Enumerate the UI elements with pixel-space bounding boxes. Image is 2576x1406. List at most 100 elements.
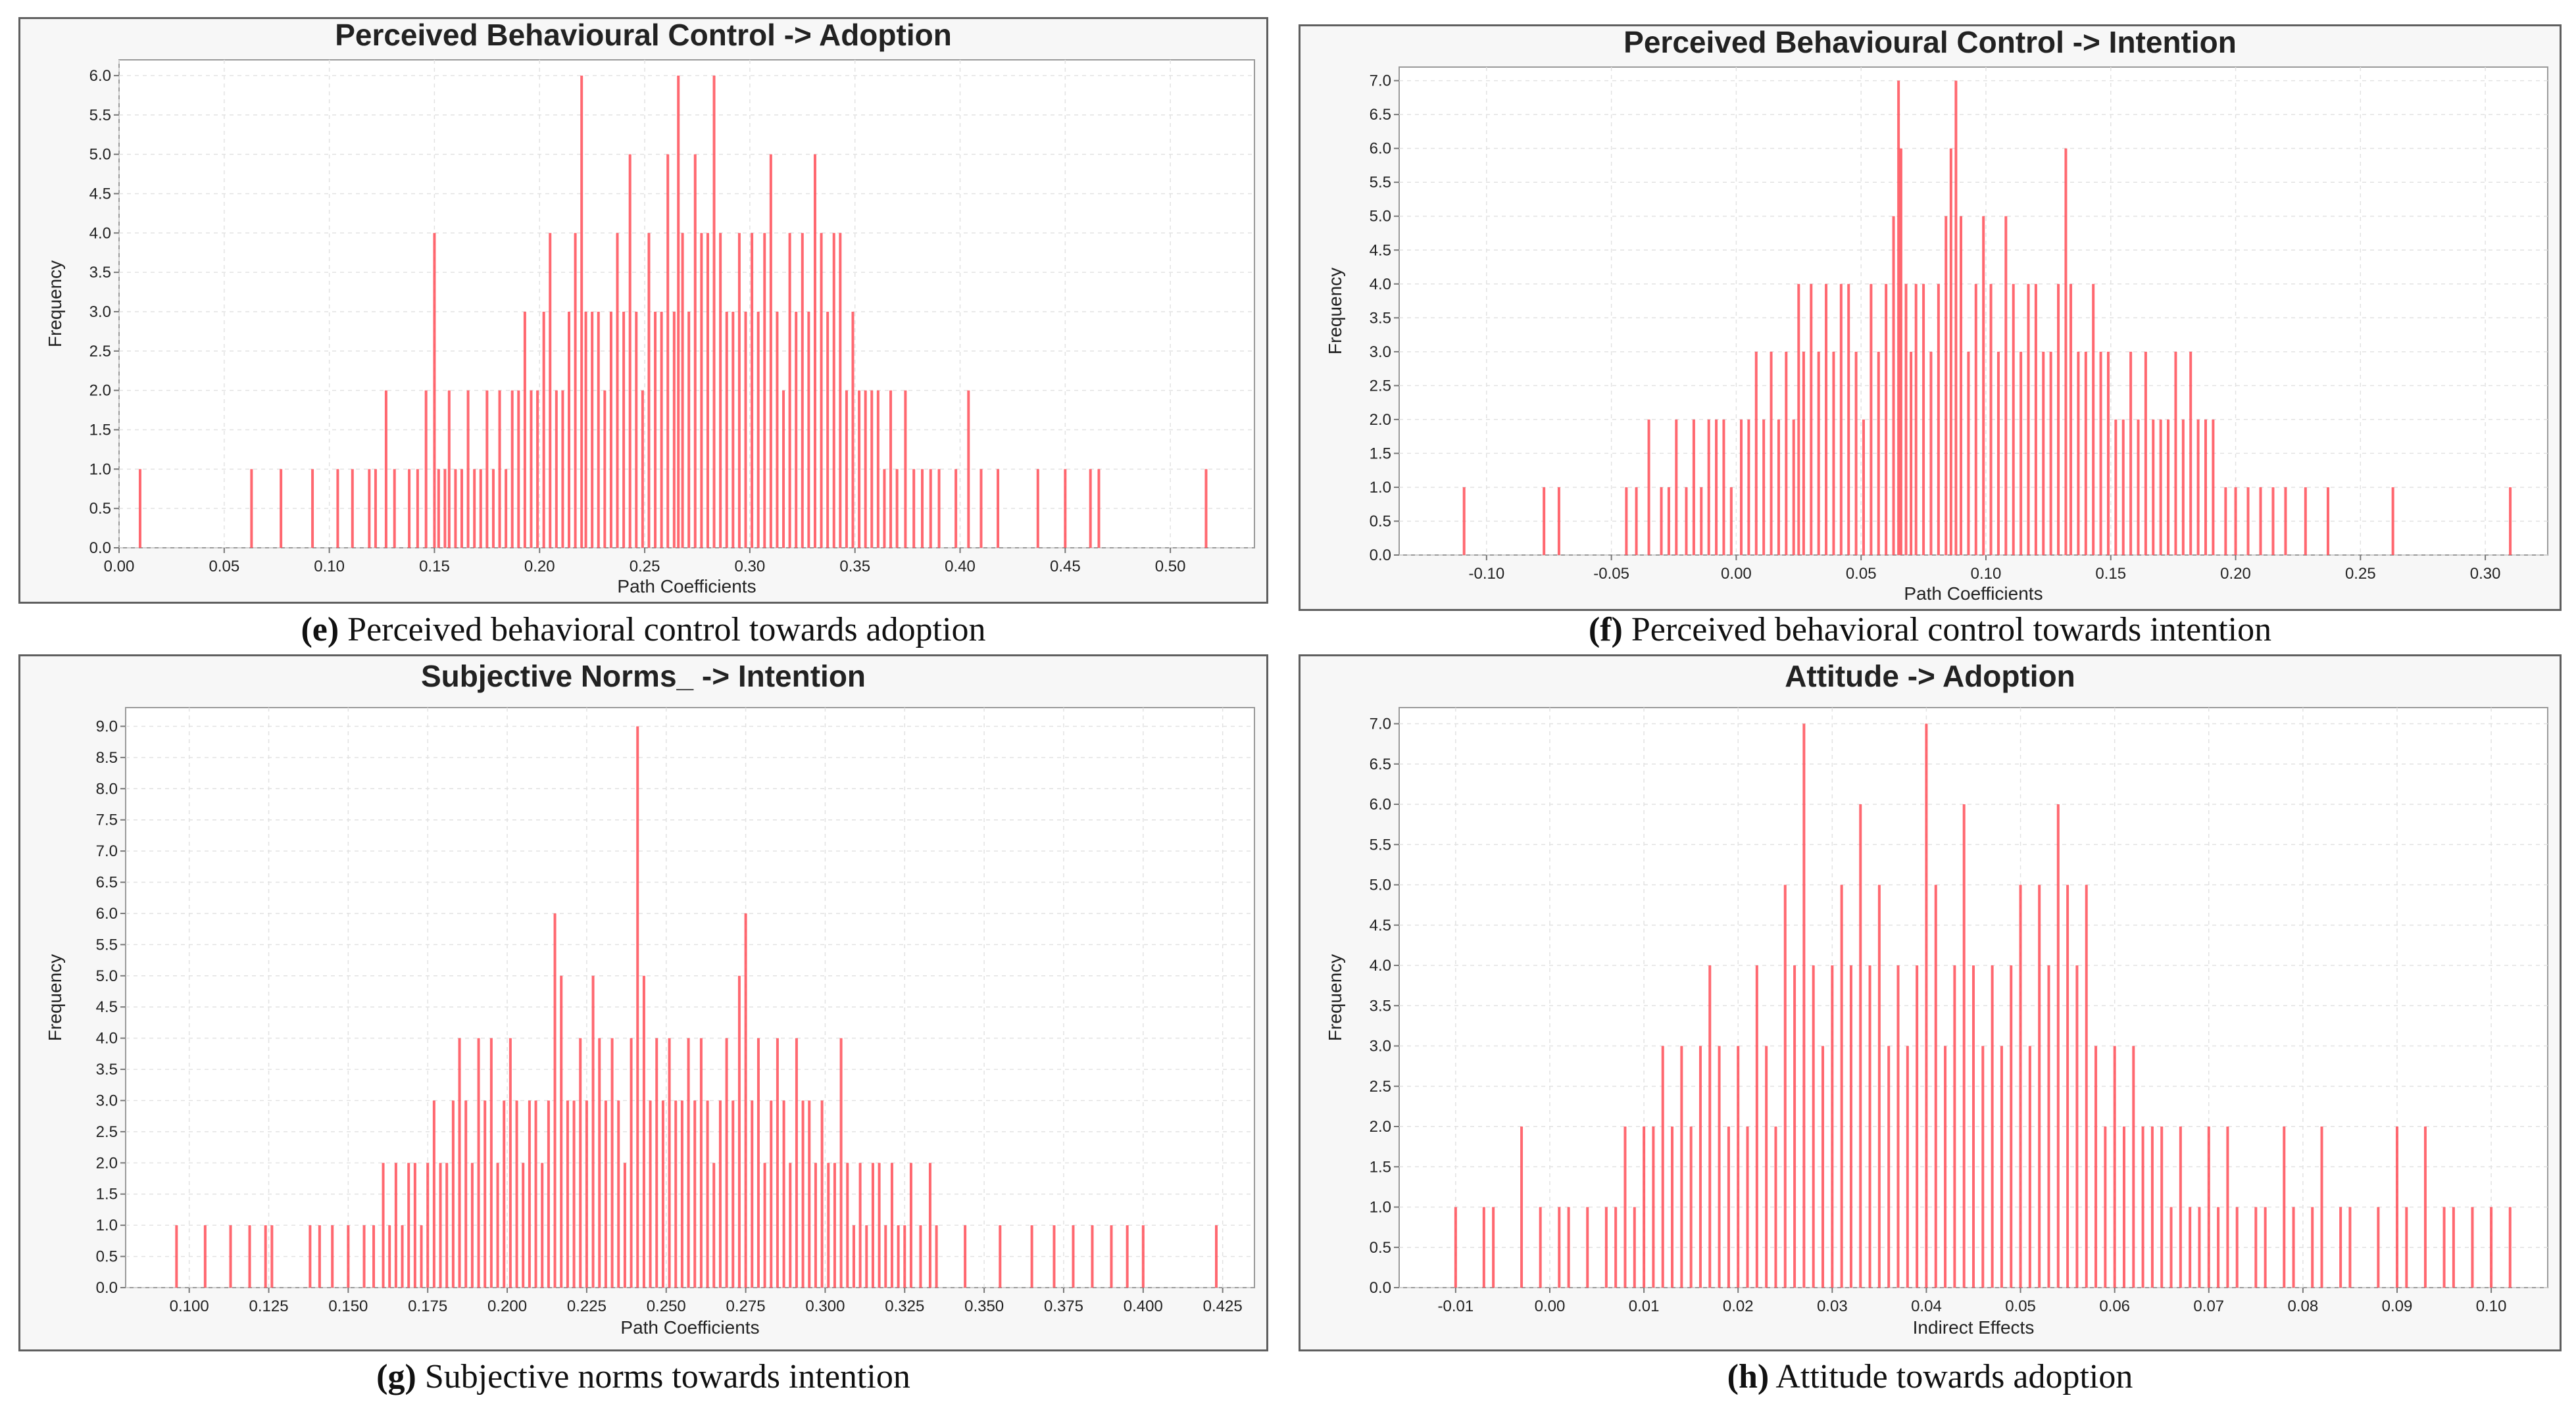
- histogram-bar: [1747, 419, 1750, 555]
- histogram-bar: [636, 726, 639, 1288]
- histogram-bar: [203, 1225, 207, 1288]
- histogram-bar: [668, 1038, 671, 1288]
- histogram-bar: [1053, 1225, 1056, 1288]
- x-tick-label: 0.425: [1203, 1297, 1243, 1315]
- histogram-bar: [706, 1100, 709, 1288]
- histogram-bar: [801, 1100, 805, 1288]
- histogram-bar: [2047, 965, 2050, 1288]
- histogram-bar: [1492, 1207, 1495, 1288]
- y-axis-label: Frequency: [1325, 954, 1345, 1041]
- x-tick-label: 0.275: [726, 1297, 766, 1315]
- histogram-bar: [1214, 1225, 1218, 1288]
- histogram-bar: [1896, 965, 1900, 1288]
- y-tick-label: 7.0: [1370, 715, 1391, 733]
- histogram-bar: [2224, 487, 2227, 555]
- histogram-bar: [1832, 351, 1835, 555]
- caption-text: Perceived behavioral control towards ado…: [339, 611, 986, 648]
- x-tick-label: 0.100: [170, 1297, 209, 1315]
- histogram-bar: [1892, 216, 1895, 555]
- histogram-bar: [647, 233, 651, 548]
- histogram-bar: [1558, 1207, 1561, 1288]
- histogram-bar: [591, 975, 595, 1288]
- histogram-bar: [1675, 419, 1678, 555]
- x-axis-label: Path Coefficients: [617, 576, 756, 596]
- histogram-bar: [547, 1100, 550, 1288]
- histogram-bar: [503, 1100, 506, 1288]
- histogram-bar: [536, 390, 539, 548]
- x-tick-label: 0.175: [408, 1297, 447, 1315]
- chart-title: Perceived Behavioural Control -> Intenti…: [1623, 26, 2237, 59]
- histogram-bar: [870, 390, 874, 548]
- histogram-bar: [826, 311, 830, 548]
- histogram-bar: [954, 469, 958, 548]
- histogram-bar: [477, 1038, 480, 1288]
- histogram-bar: [937, 469, 941, 548]
- histogram-bar: [845, 390, 848, 548]
- histogram-bar: [384, 390, 387, 548]
- histogram-bar: [712, 1163, 716, 1288]
- caption-letter: (f): [1588, 611, 1623, 648]
- histogram-bar: [1862, 419, 1865, 555]
- histogram-bar: [2066, 885, 2069, 1288]
- histogram-bar: [2137, 419, 2140, 555]
- histogram-bar: [929, 469, 932, 548]
- histogram-bar: [920, 469, 924, 548]
- histogram-bar: [884, 1225, 887, 1288]
- histogram-bar: [876, 390, 879, 548]
- histogram-bar: [2326, 487, 2329, 555]
- histogram-bar: [2405, 1207, 2408, 1288]
- histogram-bar: [523, 311, 526, 548]
- histogram-bar: [1770, 351, 1773, 555]
- histogram-bar: [2049, 351, 2052, 555]
- histogram-bar: [1740, 419, 1743, 555]
- x-tick-label: 0.10: [314, 558, 345, 575]
- histogram-bar: [542, 311, 545, 548]
- x-tick-label: 0.20: [524, 558, 555, 575]
- histogram-bar: [2396, 1127, 2399, 1288]
- histogram-bar: [1960, 216, 1963, 555]
- histogram-bar: [864, 390, 867, 548]
- y-tick-label: 5.0: [89, 146, 111, 164]
- grid-lines: [1399, 708, 2548, 1288]
- chart-panel-h: Attitude -> Adoption 0.0 0.5 1.0 1.5 2.0 2.5 3…: [1299, 654, 2562, 1351]
- x-tick-label: 0.50: [1155, 558, 1186, 575]
- histogram-bar: [1700, 487, 1703, 555]
- histogram-bar: [443, 469, 447, 548]
- histogram-bar: [2204, 419, 2207, 555]
- histogram-bar: [2264, 1207, 2267, 1288]
- y-tick-label: 3.5: [89, 264, 111, 281]
- histogram-bar: [999, 1225, 1002, 1288]
- histogram-bar: [439, 1163, 442, 1288]
- histogram-bar: [2292, 1207, 2295, 1288]
- histogram-bar: [585, 1100, 588, 1288]
- histogram-bar: [814, 1163, 817, 1288]
- caption-text: Subjective norms towards intention: [416, 1358, 910, 1395]
- y-tick-label: 1.5: [1370, 445, 1391, 462]
- histogram-bar: [2377, 1207, 2380, 1288]
- histogram-bar: [813, 154, 816, 548]
- histogram-bar: [890, 1163, 893, 1288]
- x-tick-label: 0.09: [2382, 1297, 2413, 1315]
- histogram-bar: [496, 1163, 499, 1288]
- y-tick-label: 1.0: [96, 1217, 118, 1234]
- x-tick-label: 0.35: [839, 558, 870, 575]
- chart-panel-g: Subjective Norms_ -> Intention 0.0 0.5 1.0…: [18, 654, 1268, 1351]
- histogram-bar: [1887, 1046, 1891, 1288]
- histogram-bar: [598, 1038, 601, 1288]
- x-tick-labels: 0.100 0.125 0.150 0.175 0.200 0.225 0.250 0.275…: [170, 1288, 1243, 1315]
- histogram-bar: [1949, 148, 1952, 555]
- histogram-bar: [2027, 283, 2030, 555]
- histogram-bar: [451, 1100, 455, 1288]
- histogram-bar: [833, 1163, 836, 1288]
- x-tick-label: -0.10: [1468, 565, 1504, 583]
- histogram-bar: [1126, 1225, 1129, 1288]
- histogram-bar: [903, 1225, 906, 1288]
- histogram-bar: [889, 390, 893, 548]
- y-tick-label: 2.0: [1370, 1118, 1391, 1136]
- y-tick-label: 6.5: [1370, 756, 1391, 773]
- histogram-bar: [2129, 351, 2133, 555]
- histogram-bar: [763, 1163, 766, 1288]
- histogram-bar: [851, 311, 855, 548]
- x-tick-labels: 0.00 0.05 0.10 0.15 0.20 0.25 0.30 0.35 0.40 0.45…: [104, 548, 1186, 575]
- histogram-bar: [311, 469, 314, 548]
